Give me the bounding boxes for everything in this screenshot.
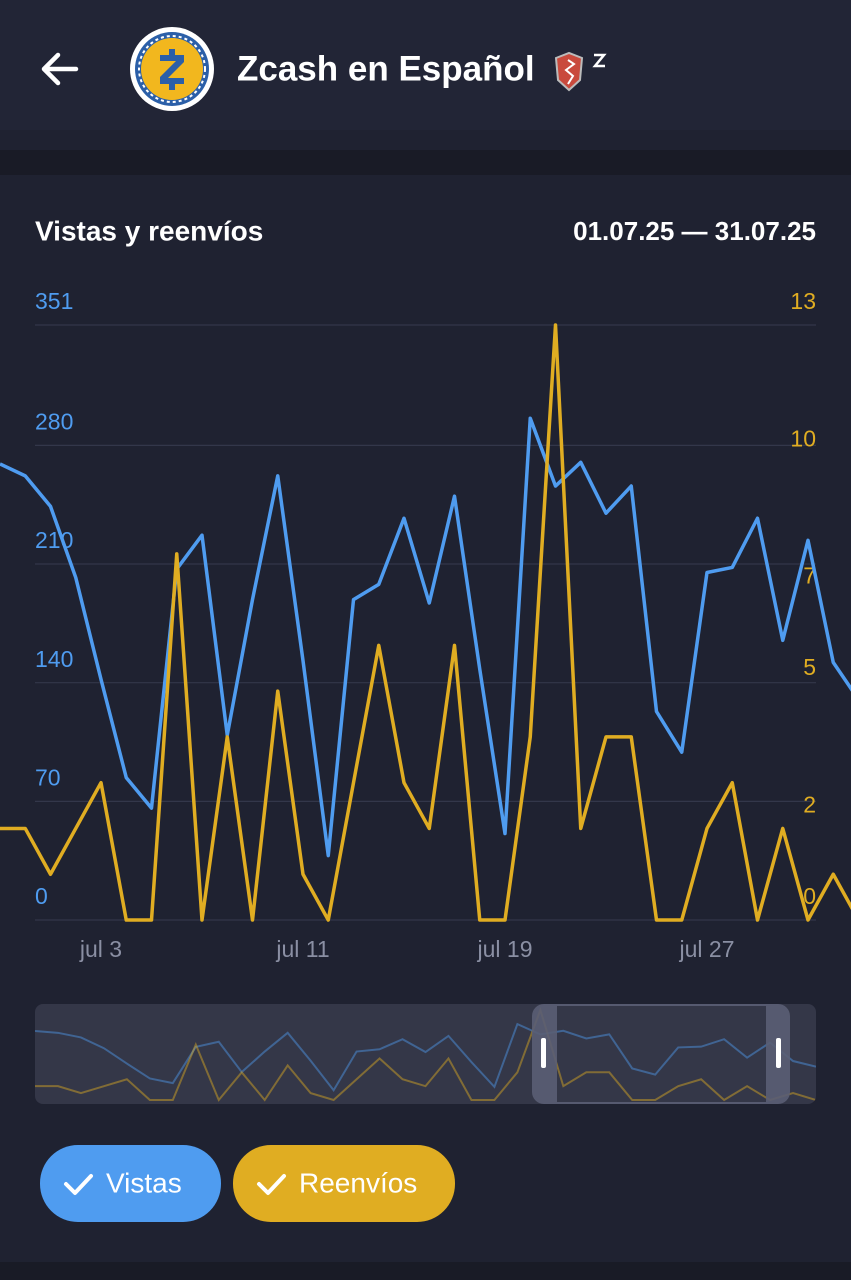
y2-tick-label: 2	[803, 792, 816, 818]
series-line	[0, 416, 851, 858]
y2-tick-label: 13	[790, 288, 816, 314]
navigator-lines	[35, 1006, 816, 1102]
y2-tick-label: 5	[803, 654, 816, 680]
x-tick-label: jul 19	[477, 936, 533, 962]
legend-button-vistas[interactable]: Vistas	[40, 1145, 221, 1222]
bottom-separator	[0, 1262, 851, 1280]
legend-label: Vistas	[106, 1167, 182, 1198]
separator	[0, 150, 851, 175]
navigator-line	[35, 1006, 816, 1102]
x-tick-label: jul 27	[679, 936, 735, 962]
navigator-window[interactable]	[532, 1004, 790, 1104]
x-tick-label: jul 3	[79, 936, 122, 962]
legend-chip[interactable]	[233, 1145, 455, 1222]
series-line	[0, 323, 851, 922]
date-range: 01.07.25 — 31.07.25	[573, 216, 816, 246]
y2-tick-label: 0	[803, 883, 816, 909]
channel-avatar	[130, 27, 214, 111]
chart-title: Vistas y reenvíos	[35, 215, 263, 246]
back-button[interactable]	[41, 52, 79, 86]
y-tick-label: 140	[35, 646, 73, 672]
y-tick-label: 210	[35, 527, 73, 553]
x-tick-label: jul 11	[275, 936, 329, 962]
channel-title: Zcash en Español	[237, 49, 535, 88]
y2-tick-label: 10	[790, 425, 816, 451]
y-tick-label: 351	[35, 288, 73, 314]
navigator-line	[35, 1022, 816, 1093]
legend-button-reenvios[interactable]: Reenvíos	[233, 1145, 455, 1222]
y-tick-label: 280	[35, 408, 73, 434]
y-tick-label: 70	[35, 764, 61, 790]
legend-chip[interactable]	[40, 1145, 221, 1222]
badge-icon	[554, 51, 607, 92]
navigator[interactable]	[35, 1004, 816, 1104]
header-shadow	[0, 130, 851, 150]
y-tick-label: 0	[35, 883, 48, 909]
legend-label: Reenvíos	[299, 1167, 417, 1198]
